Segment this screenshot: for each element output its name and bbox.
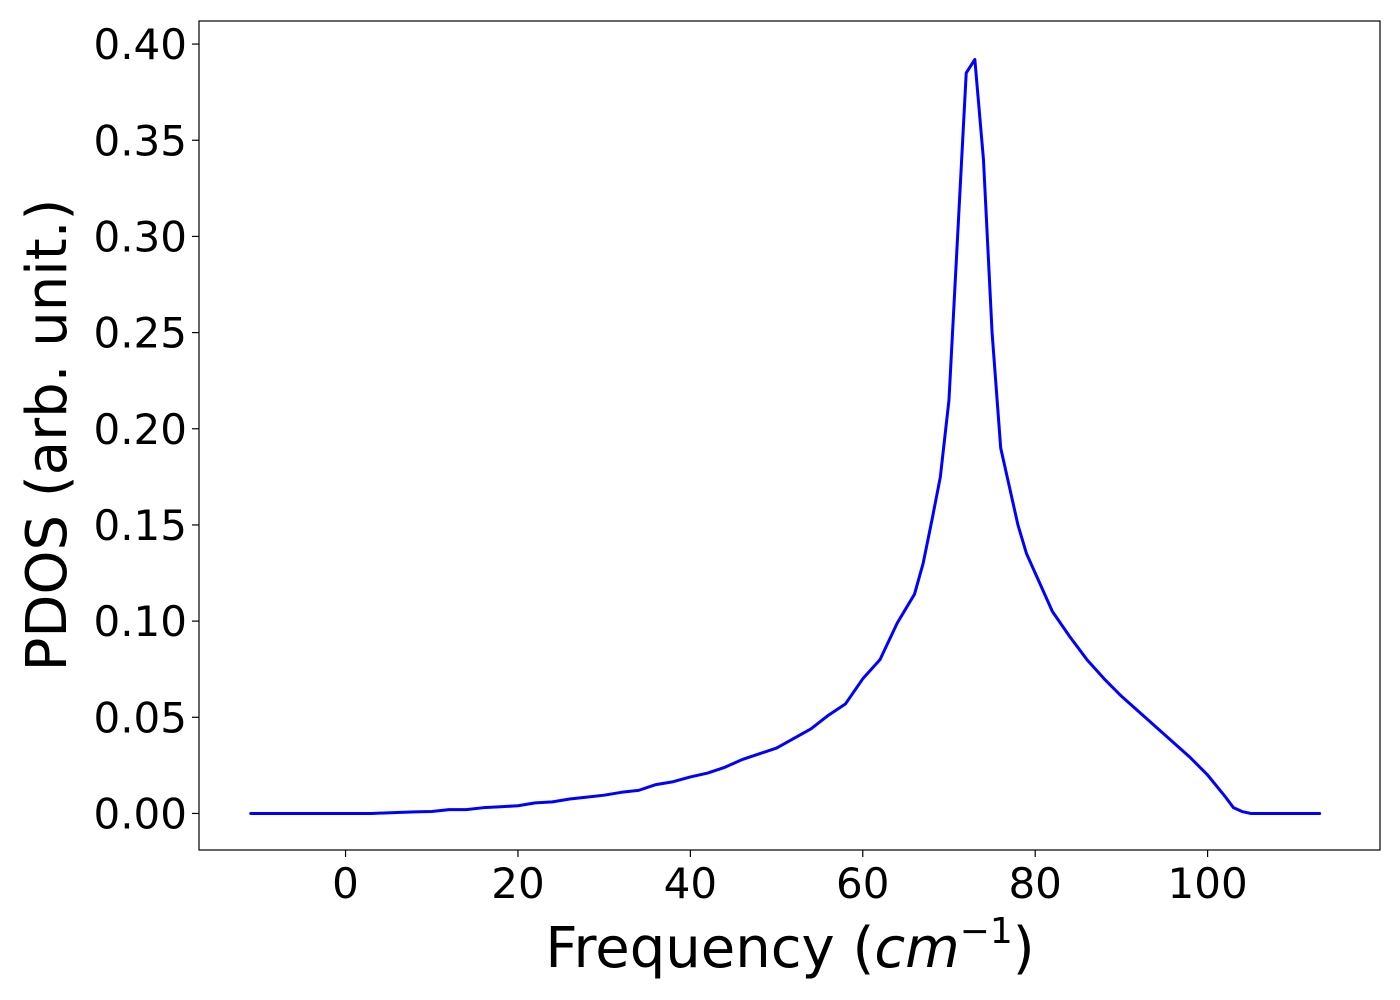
y-tick-label: 0.15 [93,501,187,550]
pdos-series-line [249,57,1322,815]
x-tick-label: 40 [664,859,717,908]
x-axis-label-math: cm [874,916,959,981]
y-tick-label: 0.05 [93,693,187,742]
series-layer [249,57,1322,815]
x-axis: 0 20 40 60 80 100 [332,850,1248,908]
x-tick-label: 100 [1168,859,1248,908]
y-tick-label: 0.10 [93,597,187,646]
y-tick-label: 0.00 [93,789,187,838]
y-tick-label: 0.20 [93,405,187,454]
x-tick-label: 20 [491,859,544,908]
y-axis-label: PDOS (arb. unit.) [15,199,80,672]
y-tick-label: 0.40 [93,20,187,69]
x-axis-label-close: ) [1013,916,1035,981]
plot-area-frame [198,20,1381,851]
x-tick-label: 60 [836,859,889,908]
x-tick-label: 0 [332,859,359,908]
y-tick-label: 0.35 [93,116,187,165]
y-tick-label: 0.25 [93,309,187,358]
y-axis: 0.00 0.05 0.10 0.15 0.20 0.25 0.30 0.35 0.40 [93,20,199,838]
x-axis-label-main: Frequency ( [545,916,874,981]
x-tick-label: 80 [1008,859,1061,908]
x-axis-label-superscript: −1 [960,911,1013,952]
y-tick-label: 0.30 [93,212,187,261]
x-axis-label: Frequency (cm−1) [545,911,1034,981]
